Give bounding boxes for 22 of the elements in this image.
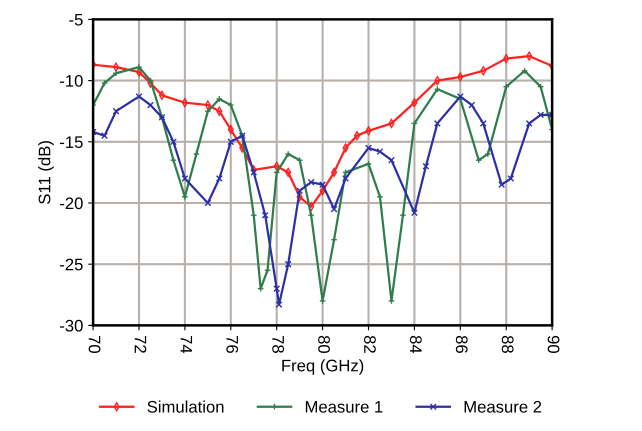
x-tick-label: 90: [548, 336, 560, 354]
y-axis-title: S11 (dB): [38, 141, 54, 204]
x-tick-label: 72: [134, 336, 146, 353]
y-tick-label: -30: [60, 320, 83, 332]
legend-label: Measure 2: [464, 400, 542, 413]
y-tick-label: -5: [69, 14, 83, 26]
x-tick-label: 74: [180, 336, 192, 354]
x-tick-label: 70: [88, 336, 100, 354]
y-tick-label: -10: [60, 75, 83, 87]
x-tick-label: 78: [272, 336, 284, 353]
x-tick-label: 82: [364, 336, 376, 353]
x-tick-label: 84: [410, 336, 422, 354]
x-tick-label: 80: [318, 336, 330, 354]
x-tick-label: 88: [502, 336, 514, 353]
legend-label: Simulation: [147, 400, 224, 413]
x-tick-label: 86: [456, 336, 468, 353]
y-tick-label: -20: [60, 197, 83, 210]
x-tick-label: 76: [226, 336, 238, 353]
x-axis-title: Freq (GHz): [282, 359, 364, 375]
legend-label: Measure 1: [306, 401, 382, 413]
y-tick-label: -25: [60, 258, 83, 270]
y-tick-label: -15: [60, 136, 83, 148]
